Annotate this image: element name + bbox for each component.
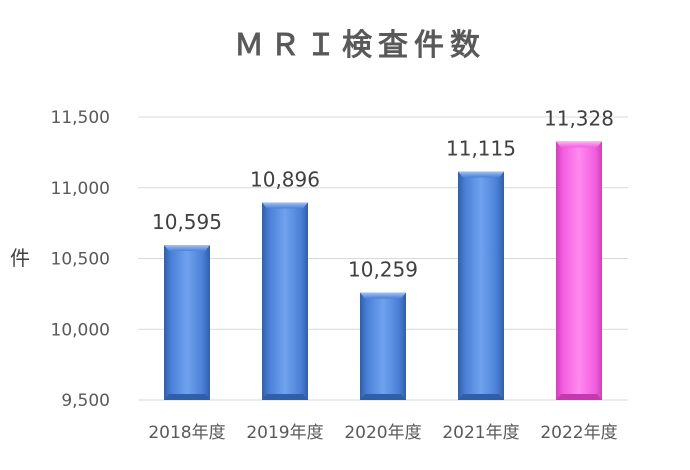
bar-bevel xyxy=(262,202,308,209)
bar-base-bevel xyxy=(360,394,406,400)
y-axis-label: 件 xyxy=(10,246,30,270)
bar xyxy=(458,171,504,400)
y-tick-label: 11,000 xyxy=(51,179,110,199)
y-tick-label: 10,500 xyxy=(51,250,110,270)
bar-bevel xyxy=(556,141,602,148)
y-tick-label: 9,500 xyxy=(61,391,110,411)
bar xyxy=(262,202,308,400)
category-label: 2018年度 xyxy=(148,423,225,443)
y-tick-labels: 9,500 10,000 10,500 11,000 11,500 xyxy=(51,108,110,411)
category-label: 2020年度 xyxy=(344,423,421,443)
category-labels: 2018年度 2019年度 2020年度 2021年度 2022年度 xyxy=(148,423,617,443)
bars xyxy=(164,141,602,400)
category-label: 2021年度 xyxy=(442,423,519,443)
bar xyxy=(164,245,210,400)
grid-lines xyxy=(138,116,628,401)
y-tick-label: 10,000 xyxy=(51,320,110,340)
category-label: 2022年度 xyxy=(540,423,617,443)
chart-title: ＭＲＩ検査件数 xyxy=(234,28,486,63)
data-label: 11,328 xyxy=(544,106,614,130)
data-label: 11,115 xyxy=(446,136,516,160)
data-label: 10,259 xyxy=(348,258,418,282)
bar-base-bevel xyxy=(556,394,602,400)
data-label: 10,595 xyxy=(152,210,222,234)
category-label: 2019年度 xyxy=(246,423,323,443)
bar-bevel xyxy=(458,171,504,178)
bar-bevel xyxy=(360,292,406,299)
bar xyxy=(360,292,406,400)
bar-base-bevel xyxy=(262,394,308,400)
bar-base-bevel xyxy=(164,394,210,400)
bar xyxy=(556,141,602,400)
y-tick-label: 11,500 xyxy=(51,108,110,128)
data-labels: 10,595 10,896 10,259 11,115 11,328 xyxy=(152,106,614,281)
bar-bevel xyxy=(164,245,210,252)
bar-base-bevel xyxy=(458,394,504,400)
data-label: 10,896 xyxy=(250,167,320,191)
